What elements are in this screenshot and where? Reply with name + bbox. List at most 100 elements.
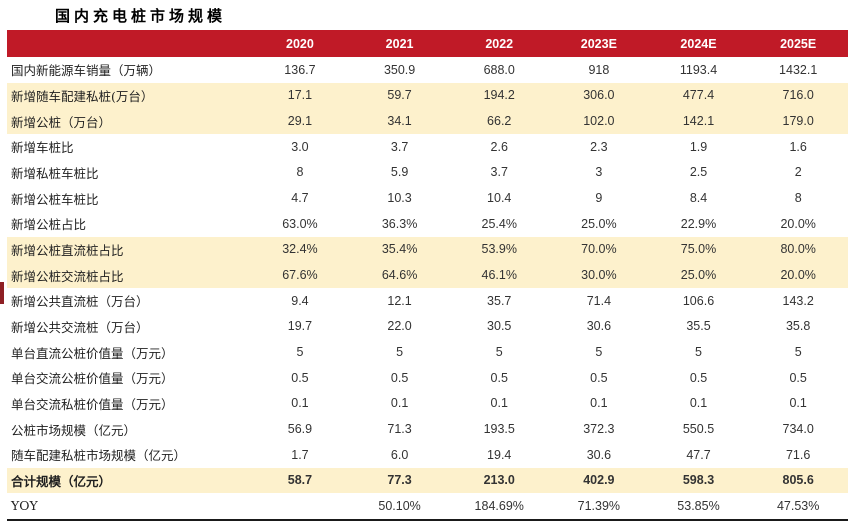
cell-value: 30.6 — [586, 319, 612, 334]
header-row: 2020 2021 2022 2023E 2024E 2025E — [7, 30, 848, 57]
cell-value: 0.1 — [390, 396, 409, 411]
cell-value: 716.0 — [782, 88, 814, 103]
cell-value: 2.6 — [490, 139, 508, 154]
cell-value: 59.7 — [387, 88, 412, 103]
cell-value: 1.6 — [789, 139, 807, 154]
red-edge-artifact — [0, 282, 4, 304]
cell-value: 805.6 — [782, 473, 814, 488]
cell-value: 2 — [794, 165, 802, 180]
cell-value: 0.1 — [689, 396, 708, 411]
table-row: 公桩市场规模（亿元） 56.9 71.3 193.5 372.3 550.5 734.0 — [7, 416, 848, 442]
table-row: 单台交流私桩价值量（万元） 0.1 0.1 0.1 0.1 0.1 0.1 — [7, 391, 848, 417]
cell-value: 34.1 — [387, 114, 412, 129]
cell-value: 30.0% — [581, 268, 617, 283]
cell-value: 25.4% — [481, 216, 517, 231]
cell-value: 10.3 — [387, 191, 412, 206]
cell-value: 3.7 — [490, 165, 508, 180]
column-header-2025e: 2025E — [748, 30, 848, 57]
column-header-2024e: 2024E — [648, 30, 749, 57]
cell-value: 25.0% — [680, 268, 717, 283]
cell-value: 1193.4 — [679, 62, 718, 77]
cell-value: 9 — [595, 191, 603, 206]
cell-value: 47.7 — [686, 447, 711, 462]
cell-value: 5 — [396, 345, 404, 360]
cell-value: 5.9 — [390, 165, 409, 180]
table-row: 新增公桩交流桩占比 67.6% 64.6% 46.1% 30.0% 25.0% 20.0% — [7, 262, 848, 288]
row-label: 合计规模（亿元） — [11, 473, 112, 489]
cell-value: 1.9 — [689, 139, 708, 154]
header-empty-cell — [7, 30, 251, 57]
cell-value: 0.1 — [789, 396, 807, 411]
row-label: 新增随车配建私桩(万台） — [11, 88, 154, 104]
cell-value: 46.1% — [481, 268, 517, 283]
cell-value: 5 — [595, 345, 603, 360]
cell-value: 75.0% — [680, 242, 717, 257]
cell-value: 17.1 — [287, 88, 313, 103]
cell-value: 58.7 — [287, 473, 313, 488]
cell-value: 734.0 — [782, 422, 814, 437]
cell-value: 19.4 — [487, 447, 512, 462]
row-label: 新增公桩直流桩占比 — [11, 242, 124, 258]
charging-pile-market-table: 2020 2021 2022 2023E 2024E 2025E 国内新能源车销量（万辆）… — [7, 30, 848, 521]
table-row: 合计规模（亿元） 58.7 77.3 213.0 402.9 598.3 805.6 — [7, 467, 848, 494]
cell-value: 0.5 — [390, 370, 409, 385]
cell-value: 918 — [588, 62, 610, 77]
row-label: 新增公桩占比 — [11, 217, 87, 233]
cell-value: 47.53% — [776, 498, 820, 513]
cell-value: 184.69% — [474, 498, 524, 513]
table-row: 国内新能源车销量（万辆） 136.7 350.9 688.0 918 1193.4 1432… — [7, 57, 848, 83]
column-header-2023e: 2023E — [549, 30, 649, 57]
cell-value: 71.39% — [577, 498, 621, 513]
column-header-2020: 2020 — [250, 30, 350, 57]
cell-value: 35.8 — [785, 319, 811, 334]
cell-value — [250, 493, 350, 520]
cell-value: 20.0% — [780, 216, 816, 231]
cell-value: 550.5 — [682, 422, 715, 437]
cell-value: 106.6 — [682, 293, 715, 308]
table-body: 国内新能源车销量（万辆） 136.7 350.9 688.0 918 1193.4 1432… — [7, 57, 848, 520]
cell-value: 8 — [296, 165, 304, 180]
cell-value: 53.9% — [481, 242, 517, 257]
cell-value: 350.9 — [383, 62, 416, 77]
cell-value: 56.9 — [287, 422, 313, 437]
cell-value: 67.6% — [282, 268, 318, 283]
column-header-2021: 2021 — [349, 30, 450, 57]
row-label: 新增公桩交流桩占比 — [11, 268, 124, 284]
row-label: 新增公桩车桩比 — [11, 191, 99, 207]
table-row: 随车配建私桩市场规模（亿元） 1.7 6.0 19.4 30.6 47.7 71.6 — [7, 442, 848, 468]
cell-value: 143.2 — [782, 293, 814, 308]
table-row: 新增公桩（万台） 29.1 34.1 66.2 102.0 142.1 179.0 — [7, 108, 848, 134]
row-label: 单台交流私桩价值量（万元） — [11, 396, 174, 412]
cell-value: 2.3 — [590, 139, 608, 154]
table-row: 单台直流公桩价值量（万元） 5 5 5 5 5 5 — [7, 339, 848, 365]
cell-value: 19.7 — [287, 319, 313, 334]
row-label: 新增私桩车桩比 — [11, 165, 99, 181]
cell-value: 77.3 — [387, 473, 412, 488]
cell-value: 598.3 — [682, 473, 715, 488]
cell-value: 3 — [595, 165, 603, 180]
cell-value: 6.0 — [390, 447, 409, 462]
table-row: 新增公桩直流桩占比 32.4% 35.4% 53.9% 70.0% 75.0% 80.0% — [7, 236, 848, 263]
cell-value: 25.0% — [581, 216, 617, 231]
cell-value: 30.6 — [586, 447, 612, 462]
cell-value: 0.5 — [490, 370, 508, 385]
cell-value: 102.0 — [583, 114, 615, 129]
cell-value: 29.1 — [287, 114, 313, 129]
cell-value: 142.1 — [682, 114, 715, 129]
row-label: 新增车桩比 — [11, 140, 74, 156]
cell-value: 688.0 — [483, 62, 515, 77]
table-row: 新增公共直流桩（万台） 9.4 12.1 35.7 71.4 106.6 143.2 — [7, 288, 848, 314]
cell-value: 64.6% — [381, 268, 418, 283]
cell-value: 372.3 — [583, 422, 615, 437]
cell-value: 36.3% — [381, 216, 418, 231]
cell-value: 0.5 — [291, 370, 309, 385]
cell-value: 80.0% — [780, 242, 816, 257]
row-label: 新增公桩（万台） — [11, 114, 112, 130]
row-label: 单台直流公桩价值量（万元） — [11, 345, 174, 361]
table-row: 新增私桩车桩比 8 5.9 3.7 3 2.5 2 — [7, 160, 848, 186]
cell-value: 20.0% — [780, 268, 816, 283]
column-header-2022: 2022 — [449, 30, 550, 57]
table-row: 新增公共交流桩（万台） 19.7 22.0 30.5 30.6 35.5 35.8 — [7, 314, 848, 340]
cell-value: 22.9% — [680, 216, 717, 231]
cell-value: 179.0 — [782, 114, 814, 129]
